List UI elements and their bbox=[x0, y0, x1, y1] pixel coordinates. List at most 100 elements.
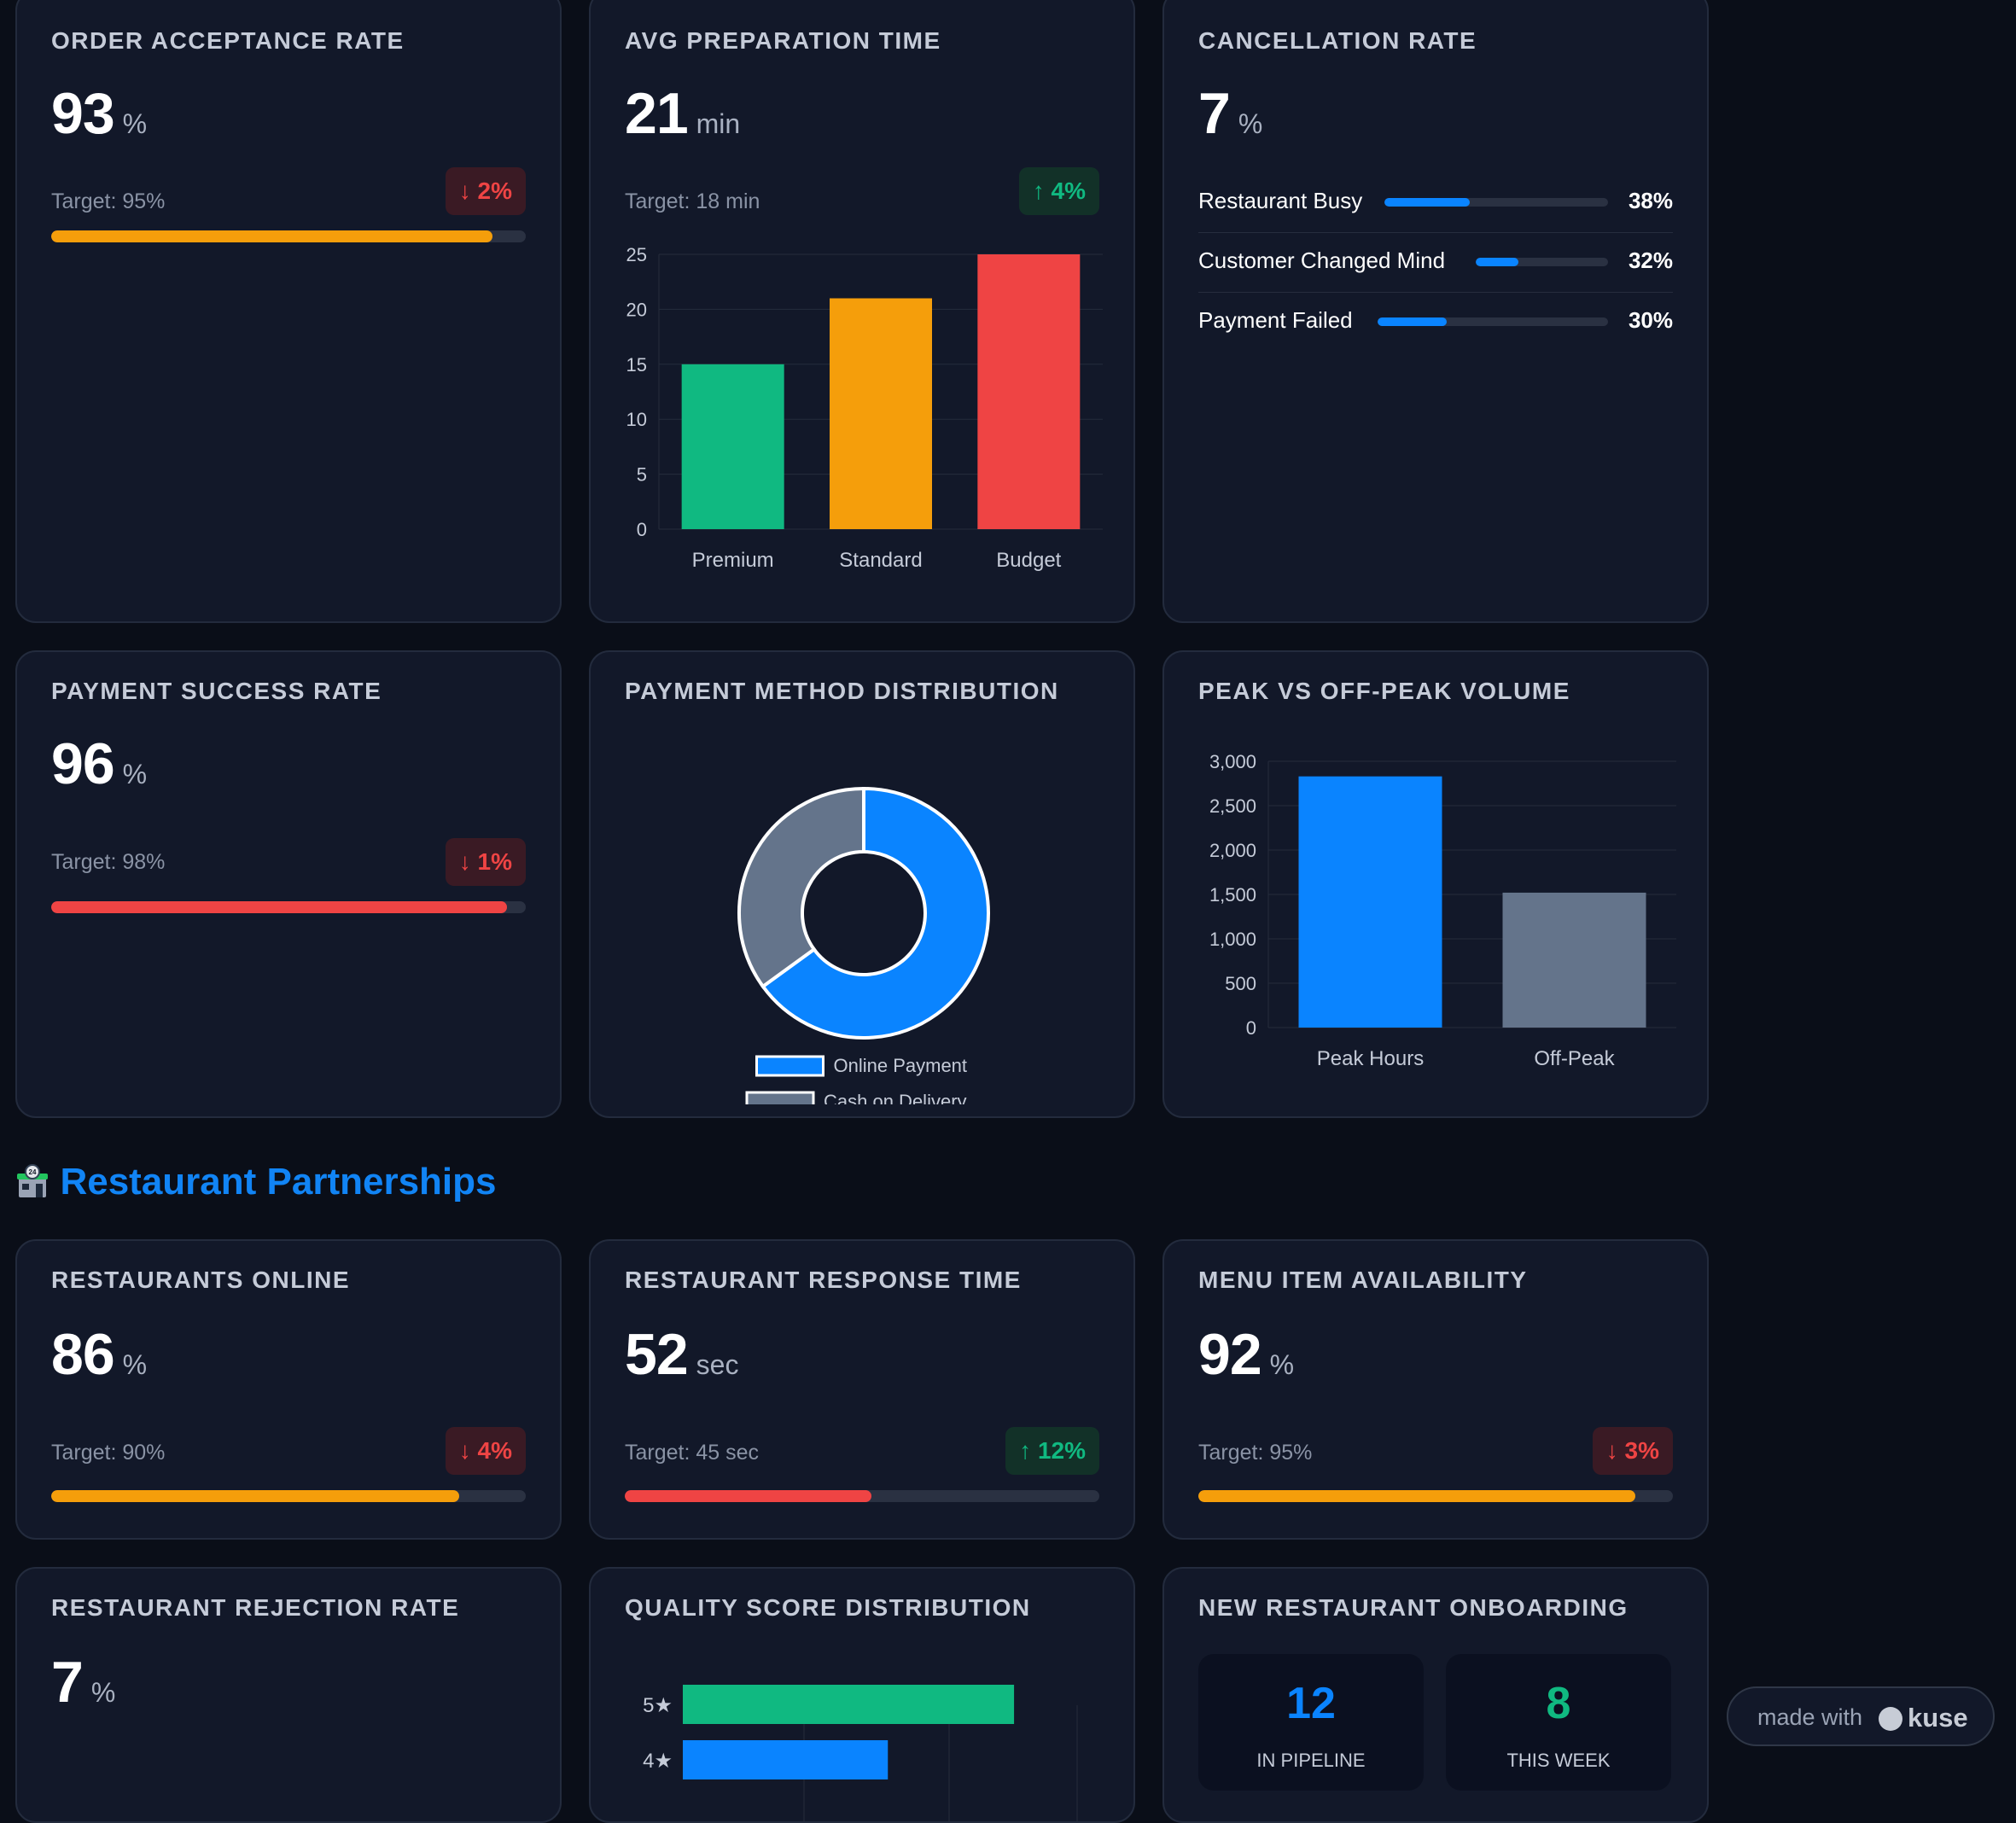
onboarding-card: NEW RESTAURANT ONBOARDING 12 IN PIPELINE… bbox=[1162, 1567, 1709, 1823]
quality-score-card: QUALITY SCORE DISTRIBUTION 5★ 4★ bbox=[589, 1567, 1135, 1823]
card-title: PAYMENT SUCCESS RATE bbox=[51, 678, 382, 704]
peak-volume-card: PEAK VS OFF-PEAK VOLUME 0 500 1,000 1,500 2,… bbox=[1162, 650, 1709, 1118]
menu-availability-card: MENU ITEM AVAILABILITY 92% Target: 95% ↓… bbox=[1162, 1239, 1709, 1540]
reason-percent: 32% bbox=[1628, 248, 1673, 273]
avg-prep-card: AVG PREPARATION TIME 21 min Target: 18 mi… bbox=[589, 0, 1135, 623]
bar-5-star bbox=[683, 1685, 1015, 1724]
divider bbox=[1198, 232, 1673, 233]
progress-bar bbox=[1198, 1490, 1673, 1502]
reason-bar bbox=[1476, 258, 1608, 266]
pipeline-value: 12 bbox=[1286, 1679, 1336, 1728]
target-text: Target: 18 min bbox=[625, 189, 760, 213]
reason-percent: 30% bbox=[1628, 307, 1673, 333]
change-badge: ↓ 2% bbox=[445, 167, 526, 215]
progress-bar bbox=[51, 230, 526, 242]
x-tick-label: Standard bbox=[839, 549, 922, 572]
change-badge: ↓ 3% bbox=[1592, 1427, 1673, 1475]
peak-volume-bar-chart: 0 500 1,000 1,500 2,000 2,500 3,000 Peak Hours O… bbox=[1209, 751, 1676, 1070]
target-text: Target: 95% bbox=[51, 189, 166, 213]
section-heading: 24 Restaurant Partnerships bbox=[14, 1161, 497, 1203]
this-week-label: THIS WEEK bbox=[1506, 1750, 1611, 1771]
card-title: QUALITY SCORE DISTRIBUTION bbox=[625, 1594, 1031, 1621]
card-title: PEAK VS OFF-PEAK VOLUME bbox=[1198, 678, 1570, 704]
progress-bar bbox=[51, 901, 526, 913]
legend-swatch bbox=[745, 1091, 815, 1104]
target-text: Target: 98% bbox=[51, 850, 166, 874]
x-tick-label: Off-Peak bbox=[1534, 1047, 1615, 1070]
card-title: NEW RESTAURANT ONBOARDING bbox=[1198, 1594, 1629, 1621]
y-tick-label: 5★ bbox=[643, 1694, 673, 1717]
reason-percent: 38% bbox=[1628, 188, 1673, 213]
section-title: Restaurant Partnerships bbox=[60, 1161, 497, 1203]
prep-time-bar-chart: 0 5 10 15 20 25 Premium Standard Budget bbox=[626, 244, 1103, 572]
reason-bar bbox=[1384, 198, 1608, 207]
card-title: PAYMENT METHOD DISTRIBUTION bbox=[625, 678, 1059, 704]
reason-bar bbox=[1378, 317, 1608, 326]
metric-value: 7% bbox=[51, 1650, 116, 1715]
y-tick-label: 10 bbox=[626, 409, 647, 430]
y-tick-label: 0 bbox=[1246, 1017, 1256, 1039]
payment-success-card: PAYMENT SUCCESS RATE 96% Target: 98% ↓ 1… bbox=[15, 650, 562, 1118]
target-text: Target: 45 sec bbox=[625, 1441, 760, 1465]
reason-label: Restaurant Busy bbox=[1198, 188, 1363, 213]
bar-budget bbox=[977, 254, 1081, 529]
cancellation-reason-row: Payment Failed 30% bbox=[1198, 304, 1673, 338]
x-tick-label: Premium bbox=[692, 549, 774, 572]
reason-label: Customer Changed Mind bbox=[1198, 248, 1446, 273]
this-week-stat: 8 THIS WEEK bbox=[1446, 1654, 1671, 1791]
cancellation-card: CANCELLATION RATE 7% Restaurant Busy 38% C… bbox=[1162, 0, 1709, 623]
y-tick-label: 2,000 bbox=[1209, 840, 1256, 861]
response-time-card: RESTAURANT RESPONSE TIME 52 sec Target: 4… bbox=[589, 1239, 1135, 1540]
legend-swatch bbox=[755, 1055, 824, 1077]
y-tick-label: 1,000 bbox=[1209, 929, 1256, 950]
progress-bar bbox=[625, 1490, 1099, 1502]
y-tick-label: 500 bbox=[1225, 973, 1256, 994]
bar-premium bbox=[681, 364, 784, 529]
pipeline-label: IN PIPELINE bbox=[1256, 1750, 1366, 1771]
card-title: CANCELLATION RATE bbox=[1198, 27, 1477, 54]
metric-value: 93% bbox=[51, 81, 148, 146]
donut-slice-online-payment bbox=[760, 786, 990, 1040]
y-tick-label: 0 bbox=[637, 519, 647, 540]
card-title: MENU ITEM AVAILABILITY bbox=[1198, 1267, 1528, 1293]
made-with-badge[interactable]: made with kuse bbox=[1727, 1686, 1995, 1746]
cancellation-reason-row: Restaurant Busy 38% bbox=[1198, 184, 1673, 218]
legend-label: Cash on Delivery bbox=[824, 1091, 967, 1104]
bar-peak-hours bbox=[1298, 776, 1442, 1028]
change-badge: ↓ 1% bbox=[445, 838, 526, 886]
metric-value: 52 sec bbox=[625, 1322, 739, 1387]
payment-method-donut-chart: Online Payment Cash on Delivery bbox=[737, 786, 990, 1104]
card-title: AVG PREPARATION TIME bbox=[625, 27, 941, 54]
change-badge: ↓ 4% bbox=[445, 1427, 526, 1475]
reason-label: Payment Failed bbox=[1198, 307, 1353, 333]
card-title: ORDER ACCEPTANCE RATE bbox=[51, 27, 405, 54]
restaurants-online-card: RESTAURANTS ONLINE 86% Target: 90% ↓ 4% bbox=[15, 1239, 562, 1540]
metric-value: 21 min bbox=[625, 81, 741, 146]
y-tick-label: 2,500 bbox=[1209, 795, 1256, 817]
brand-name: kuse bbox=[1908, 1703, 1968, 1733]
metric-value: 92% bbox=[1198, 1322, 1295, 1387]
quality-score-bar-chart: 5★ 4★ bbox=[643, 1685, 1078, 1821]
metric-value: 7% bbox=[1198, 81, 1263, 146]
y-tick-label: 25 bbox=[626, 244, 647, 265]
y-tick-label: 5 bbox=[637, 464, 647, 486]
y-tick-label: 1,500 bbox=[1209, 884, 1256, 906]
y-tick-label: 4★ bbox=[643, 1750, 673, 1773]
payment-method-card: PAYMENT METHOD DISTRIBUTION Online Payme… bbox=[589, 650, 1135, 1118]
cancellation-reason-row: Customer Changed Mind 32% bbox=[1198, 244, 1673, 278]
change-badge: ↑ 12% bbox=[1005, 1427, 1099, 1475]
target-text: Target: 90% bbox=[51, 1441, 166, 1465]
legend-label: Online Payment bbox=[834, 1055, 968, 1076]
kuse-logo-icon bbox=[1879, 1707, 1902, 1731]
y-tick-label: 3,000 bbox=[1209, 751, 1256, 772]
divider bbox=[1198, 292, 1673, 293]
svg-text:24: 24 bbox=[29, 1168, 37, 1176]
donut-slice-cash-on-delivery bbox=[737, 786, 865, 989]
this-week-value: 8 bbox=[1546, 1679, 1571, 1728]
pipeline-stat: 12 IN PIPELINE bbox=[1198, 1654, 1424, 1791]
bar-standard bbox=[830, 298, 932, 529]
order-acceptance-card: ORDER ACCEPTANCE RATE 93% Target: 95% ↓ … bbox=[15, 0, 562, 623]
bar-4-star bbox=[683, 1740, 889, 1779]
rejection-rate-card: RESTAURANT REJECTION RATE 7% bbox=[15, 1567, 562, 1823]
bar-off-peak bbox=[1502, 892, 1646, 1028]
